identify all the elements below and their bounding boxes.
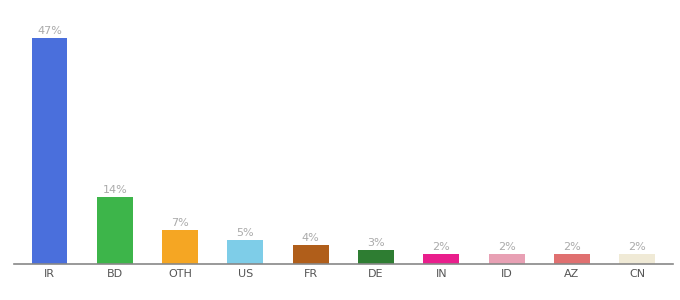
Text: 7%: 7% [171,218,189,228]
Bar [228,240,263,264]
Text: 5%: 5% [237,228,254,238]
Bar [619,254,656,264]
Text: 2%: 2% [563,242,581,253]
Bar [554,254,590,264]
Text: 4%: 4% [302,233,320,243]
Text: 14%: 14% [103,185,127,195]
Bar [293,245,328,264]
Bar [424,254,459,264]
Bar [358,250,394,264]
Text: 2%: 2% [628,242,646,253]
Bar [489,254,525,264]
Text: 2%: 2% [498,242,515,253]
Bar [31,38,67,264]
Bar [97,196,133,264]
Text: 3%: 3% [367,238,385,248]
Bar [162,230,198,264]
Text: 2%: 2% [432,242,450,253]
Text: 47%: 47% [37,26,62,36]
